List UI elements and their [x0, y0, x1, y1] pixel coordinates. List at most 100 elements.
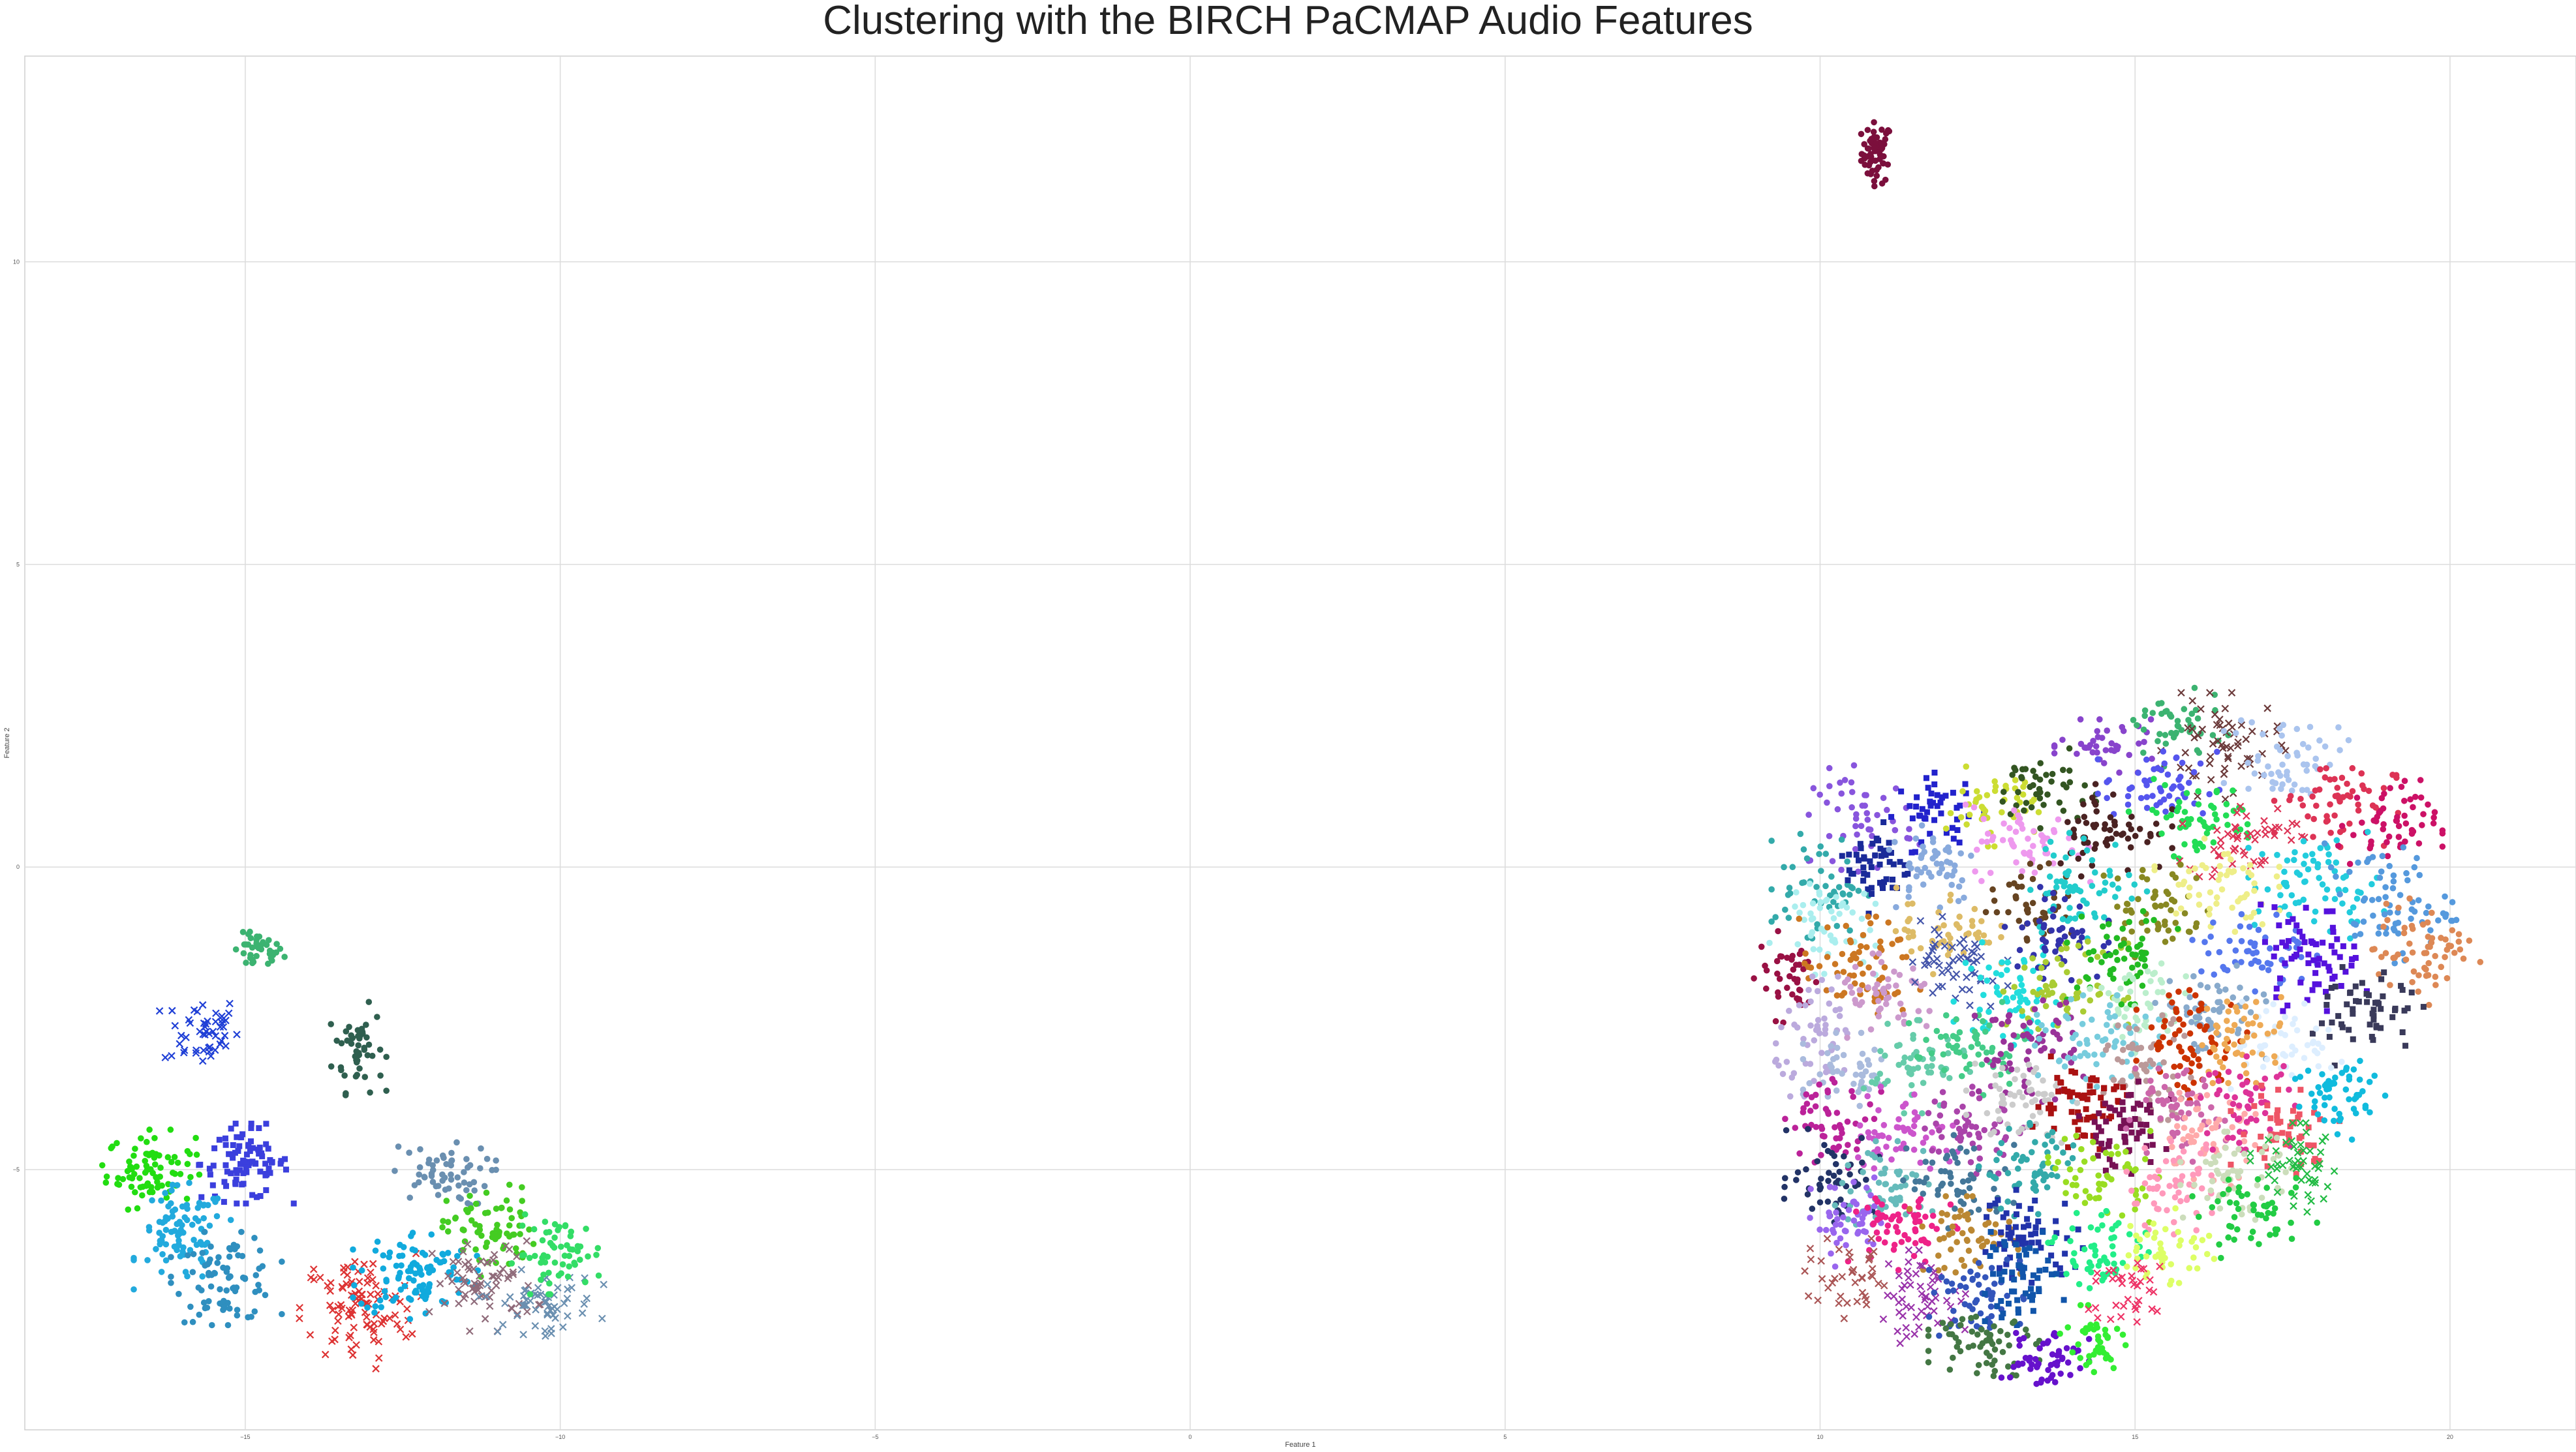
data-point	[2326, 967, 2333, 974]
cluster-7	[168, 1228, 285, 1329]
data-point	[1861, 870, 1867, 877]
data-point	[2273, 1074, 2280, 1080]
data-point	[1792, 1125, 1799, 1131]
data-point	[2164, 771, 2171, 778]
data-point	[2398, 982, 2404, 989]
data-point	[490, 1250, 498, 1259]
data-point	[2136, 740, 2142, 747]
data-point	[2329, 1020, 2335, 1026]
data-point	[395, 1143, 402, 1150]
data-point	[1836, 1135, 1843, 1142]
data-point	[2162, 808, 2169, 815]
data-point	[2021, 964, 2028, 971]
data-point	[2134, 961, 2141, 968]
data-point	[472, 1246, 479, 1253]
data-point	[2316, 786, 2323, 793]
data-point	[2168, 1091, 2175, 1098]
data-point	[182, 1033, 190, 1042]
data-point	[243, 1169, 250, 1175]
data-point	[2211, 811, 2218, 818]
data-point	[2170, 1218, 2177, 1226]
data-point	[1991, 1121, 1998, 1128]
data-point	[1845, 1142, 1851, 1149]
data-point	[2355, 888, 2361, 895]
data-point	[1978, 1061, 1986, 1068]
data-point	[519, 1331, 527, 1339]
data-point	[2375, 896, 2382, 903]
data-point	[1860, 152, 1867, 159]
data-point	[2186, 884, 2193, 891]
data-point	[2107, 872, 2113, 879]
data-point	[2337, 1117, 2343, 1124]
data-point	[2213, 826, 2221, 834]
data-point	[2262, 1155, 2268, 1161]
data-point	[168, 1006, 176, 1015]
data-point	[2177, 1198, 2184, 1205]
data-point	[2050, 1029, 2057, 1036]
data-point	[1959, 1103, 1966, 1110]
data-point	[279, 1258, 285, 1265]
data-point	[2173, 1102, 2181, 1108]
data-point	[2273, 945, 2280, 951]
data-point	[2323, 1001, 2330, 1008]
data-point	[2288, 1051, 2295, 1058]
data-point	[1782, 1115, 1788, 1123]
data-point	[1847, 1188, 1854, 1195]
data-point	[2152, 888, 2158, 895]
data-point	[2383, 930, 2389, 937]
data-point	[1836, 1168, 1843, 1175]
data-point	[2216, 863, 2223, 870]
data-point	[2233, 1008, 2241, 1015]
data-point	[2395, 834, 2402, 840]
data-point	[1973, 788, 1980, 794]
data-point	[2143, 888, 2151, 895]
data-point	[1829, 858, 1836, 864]
data-point	[233, 1176, 239, 1183]
data-point	[167, 1127, 174, 1133]
data-point	[386, 1314, 394, 1322]
data-point	[2169, 935, 2176, 942]
data-point	[2084, 839, 2091, 846]
data-point	[2013, 1151, 2020, 1158]
data-point	[248, 1125, 254, 1131]
data-point	[2243, 1053, 2250, 1060]
data-point	[2180, 1021, 2186, 1028]
data-point	[2153, 821, 2160, 827]
data-point	[2128, 1187, 2135, 1194]
data-point	[1897, 1183, 1905, 1190]
data-point	[153, 1174, 159, 1181]
data-point	[2061, 933, 2068, 940]
data-point	[1831, 1079, 1838, 1086]
data-point	[2043, 890, 2049, 898]
data-point	[2057, 937, 2063, 944]
data-point	[2290, 856, 2297, 864]
data-point	[2362, 1102, 2369, 1109]
data-point	[2010, 1032, 2017, 1038]
data-point	[1839, 992, 1845, 999]
data-point	[2169, 823, 2175, 830]
data-point	[2093, 841, 2099, 847]
data-point	[2297, 795, 2304, 802]
data-point	[335, 1310, 343, 1318]
data-point	[1991, 778, 1998, 785]
data-point	[564, 1312, 572, 1320]
data-point	[2066, 745, 2073, 752]
data-point	[1785, 915, 1792, 921]
data-point	[103, 1173, 110, 1180]
data-point	[2144, 968, 2151, 975]
data-point	[2380, 826, 2387, 833]
data-point	[2311, 1048, 2318, 1054]
data-point	[1766, 939, 1773, 946]
data-point	[369, 1276, 376, 1284]
data-point	[2160, 796, 2168, 803]
data-point	[1882, 847, 1888, 854]
data-point	[262, 1160, 269, 1167]
data-point	[2220, 1064, 2226, 1071]
data-point	[1991, 1128, 1997, 1136]
data-point	[2005, 909, 2012, 916]
data-point	[2331, 812, 2338, 819]
data-point	[2056, 799, 2063, 806]
data-point	[2016, 917, 2023, 924]
data-point	[2112, 949, 2119, 956]
data-point	[461, 1169, 467, 1175]
